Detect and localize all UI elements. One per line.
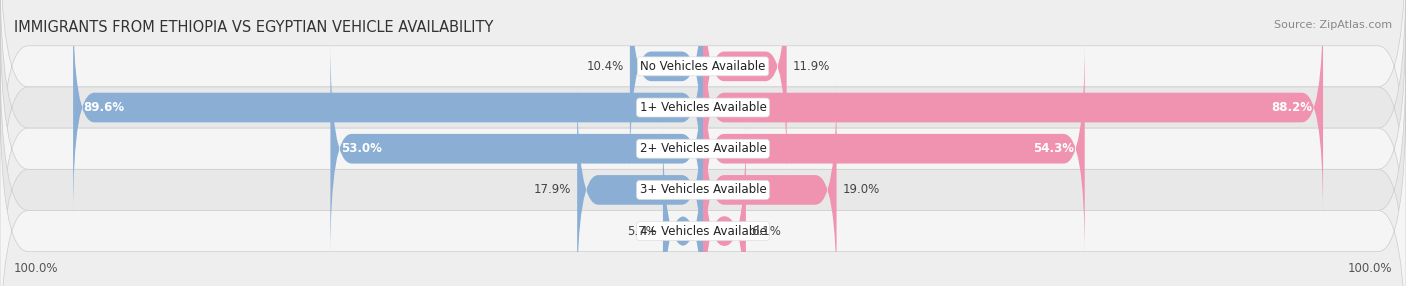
Text: 6.1%: 6.1% [751, 225, 782, 238]
Text: 3+ Vehicles Available: 3+ Vehicles Available [640, 183, 766, 196]
Text: 53.0%: 53.0% [340, 142, 382, 155]
Text: 88.2%: 88.2% [1271, 101, 1313, 114]
Text: Source: ZipAtlas.com: Source: ZipAtlas.com [1274, 20, 1392, 30]
FancyBboxPatch shape [0, 87, 1406, 286]
FancyBboxPatch shape [703, 81, 837, 286]
FancyBboxPatch shape [0, 0, 1406, 210]
FancyBboxPatch shape [630, 0, 703, 175]
Text: 4+ Vehicles Available: 4+ Vehicles Available [640, 225, 766, 238]
FancyBboxPatch shape [0, 5, 1406, 286]
Text: No Vehicles Available: No Vehicles Available [640, 60, 766, 73]
FancyBboxPatch shape [0, 0, 1406, 252]
Text: IMMIGRANTS FROM ETHIOPIA VS EGYPTIAN VEHICLE AVAILABILITY: IMMIGRANTS FROM ETHIOPIA VS EGYPTIAN VEH… [14, 20, 494, 35]
Text: 100.0%: 100.0% [1347, 262, 1392, 275]
Text: 19.0%: 19.0% [842, 183, 879, 196]
Text: 89.6%: 89.6% [84, 101, 125, 114]
FancyBboxPatch shape [703, 122, 747, 286]
FancyBboxPatch shape [73, 0, 703, 216]
Text: 54.3%: 54.3% [1033, 142, 1074, 155]
Text: 10.4%: 10.4% [588, 60, 624, 73]
FancyBboxPatch shape [330, 40, 703, 257]
Text: 5.7%: 5.7% [627, 225, 657, 238]
FancyBboxPatch shape [703, 0, 787, 175]
FancyBboxPatch shape [703, 40, 1085, 257]
FancyBboxPatch shape [578, 81, 703, 286]
Text: 11.9%: 11.9% [793, 60, 830, 73]
Text: 17.9%: 17.9% [534, 183, 571, 196]
FancyBboxPatch shape [664, 122, 703, 286]
FancyBboxPatch shape [0, 46, 1406, 286]
Text: 1+ Vehicles Available: 1+ Vehicles Available [640, 101, 766, 114]
Text: 2+ Vehicles Available: 2+ Vehicles Available [640, 142, 766, 155]
Text: 100.0%: 100.0% [14, 262, 59, 275]
FancyBboxPatch shape [703, 0, 1323, 216]
